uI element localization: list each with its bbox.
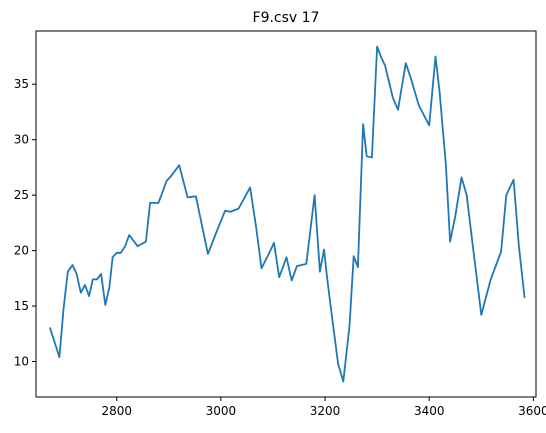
x-tick-label-3: 3400 — [414, 404, 445, 418]
y-tick-label-3: 25 — [14, 188, 29, 202]
x-tick-label-4: 3600 — [518, 404, 546, 418]
axis-ticks — [32, 83, 534, 401]
x-tick-label-2: 3200 — [310, 404, 341, 418]
series-line — [49, 45, 526, 383]
x-tick-label-0: 2800 — [101, 404, 132, 418]
y-tick-label-1: 15 — [14, 299, 29, 313]
chart-title: F9.csv 17 — [253, 10, 320, 26]
y-tick-label-4: 30 — [14, 133, 29, 147]
y-tick-label-0: 10 — [14, 355, 29, 369]
x-tick-label-1: 3000 — [206, 404, 237, 418]
plot-area-frame — [35, 30, 537, 398]
axis-tick-labels: 2800 3000 3200 3400 3600 10 15 20 25 30 35 — [14, 77, 546, 418]
y-tick-label-2: 20 — [14, 244, 29, 258]
y-tick-label-5: 35 — [14, 77, 29, 91]
